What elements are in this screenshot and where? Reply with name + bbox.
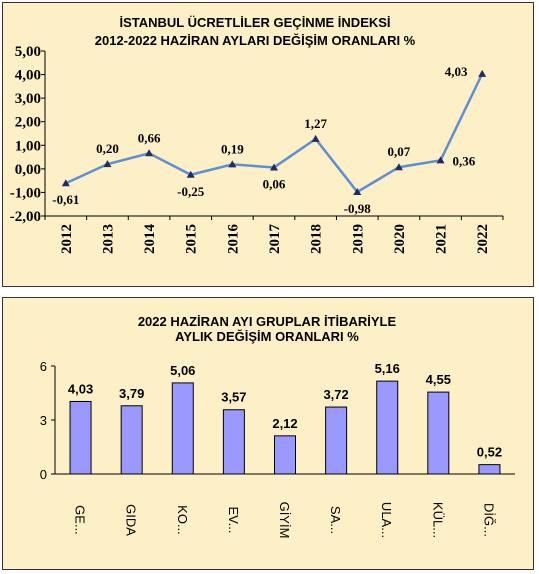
plot-area: 5,00 4,00 3,00 2,00 1,00 0,00 -1,00 -2,00 2012 20… [10, 44, 504, 255]
x-tick-label: 2022 [475, 224, 491, 254]
chart-panel-bar: 2022 HAZİRAN AYI GRUPLAR İTİBARİYLE AYLI… [2, 297, 534, 570]
x-tick-label: KÜL... [430, 502, 445, 538]
plot-area: 6 3 0 4,03 3,79 5,06 3,57 2,12 3,72 5,16 4,55 0,52 G… [40, 359, 515, 538]
y-tick-label: 4,00 [15, 68, 41, 84]
data-label: 0,20 [96, 141, 119, 156]
y-tick-label: 0 [40, 467, 47, 482]
chart-panel-line: İSTANBUL ÜCRETLİLER GEÇİNME İNDEKSİ 2012… [2, 2, 534, 287]
x-tick-label: SA... [328, 506, 343, 534]
data-point [311, 134, 320, 142]
x-tick-label: 2019 [350, 224, 366, 254]
y-tick-label: 1,00 [15, 138, 41, 154]
x-tick-label: KO... [175, 505, 190, 535]
chart-subtitle: AYLIK DEĞİŞİM ORANLARI % [175, 329, 359, 344]
y-tick-label: 5,00 [15, 44, 41, 60]
data-label: 0,36 [453, 153, 476, 168]
data-point [186, 170, 195, 178]
bar-chart: 2022 HAZİRAN AYI GRUPLAR İTİBARİYLE AYLI… [40, 314, 515, 538]
x-tick-label: 2016 [225, 224, 241, 255]
data-point [478, 69, 487, 77]
bar [376, 380, 399, 475]
bar [171, 382, 194, 475]
y-tick-label: -1,00 [10, 185, 41, 201]
data-label: 4,03 [68, 381, 93, 396]
data-label: 5,06 [170, 363, 195, 378]
data-point [145, 149, 154, 157]
chart-title: 2022 HAZİRAN AYI GRUPLAR İTİBARİYLE [138, 314, 397, 329]
x-tick-label: DİĞ... [481, 503, 496, 537]
x-tick-label: 2012 [59, 224, 75, 254]
data-point [228, 160, 237, 168]
y-tick-label: 2,00 [15, 115, 41, 131]
y-tick-label: 6 [40, 359, 47, 374]
x-tick-label: 2013 [100, 224, 116, 254]
data-point [270, 163, 278, 171]
data-label: -0,61 [52, 192, 79, 207]
data-label: 0,66 [138, 130, 161, 145]
x-tick-label: ULA... [379, 502, 394, 538]
data-point [394, 163, 403, 171]
data-label: 4,03 [445, 64, 468, 79]
chart-title: İSTANBUL ÜCRETLİLER GEÇİNME İNDEKSİ [119, 15, 390, 30]
x-tick-label: 2020 [392, 224, 408, 254]
data-label: 5,16 [375, 361, 400, 376]
data-point [353, 187, 362, 195]
data-label: 1,27 [304, 116, 327, 131]
x-tick-label: GIDA [124, 504, 139, 536]
data-label: 0,52 [477, 445, 502, 460]
line-chart: İSTANBUL ÜCRETLİLER GEÇİNME İNDEKSİ 2012… [10, 15, 504, 255]
data-label: 0,19 [221, 141, 244, 156]
data-point [103, 160, 112, 168]
x-tick-label: 2017 [267, 224, 283, 255]
bar [274, 435, 296, 475]
y-tick-label: 3 [40, 413, 47, 428]
data-label: 0,07 [388, 144, 411, 159]
y-tick-label: 3,00 [15, 91, 41, 107]
bar [427, 391, 450, 475]
x-tick-label: GİYİM [277, 502, 292, 539]
x-tick-label: 2014 [142, 224, 158, 255]
chart-subtitle: 2012-2022 HAZİRAN AYLARI DEĞİŞİM ORANLAR… [95, 33, 416, 48]
data-label: 3,79 [119, 386, 144, 401]
data-point [436, 156, 445, 164]
bar [325, 406, 348, 475]
series-line [65, 73, 484, 194]
x-tick-label: 2018 [309, 224, 325, 254]
bar [222, 409, 245, 475]
bar [478, 464, 501, 475]
data-label: -0,98 [344, 201, 372, 216]
data-point [61, 179, 70, 187]
bar [120, 405, 143, 475]
x-tick-label: 2021 [434, 224, 450, 254]
y-tick-label: -2,00 [10, 209, 41, 225]
x-tick-label: 2015 [184, 224, 200, 254]
x-tick-label: EV... [226, 507, 241, 534]
data-label: 4,55 [426, 372, 451, 387]
data-label: 2,12 [272, 416, 297, 431]
y-tick-label: 0,00 [15, 162, 41, 178]
data-label: 0,06 [263, 176, 286, 191]
bar [69, 400, 92, 475]
x-tick-label: GE... [73, 505, 88, 535]
data-label: 3,57 [221, 390, 246, 405]
data-label: 3,72 [323, 387, 348, 402]
data-label: -0,25 [177, 184, 205, 199]
